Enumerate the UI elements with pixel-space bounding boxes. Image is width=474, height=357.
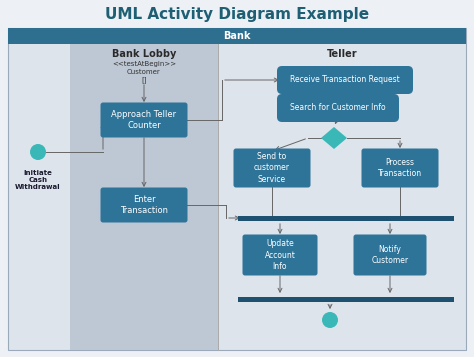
Text: Receive Transaction Request: Receive Transaction Request xyxy=(290,75,400,85)
FancyBboxPatch shape xyxy=(234,149,310,187)
FancyBboxPatch shape xyxy=(362,149,438,187)
Text: <<testAtBegin>>
Customer
[]: <<testAtBegin>> Customer [] xyxy=(112,61,176,83)
Text: Send to
customer
Service: Send to customer Service xyxy=(254,152,290,183)
Text: Teller: Teller xyxy=(327,49,357,59)
FancyBboxPatch shape xyxy=(8,28,466,44)
FancyBboxPatch shape xyxy=(238,297,454,302)
Text: Update
Account
Info: Update Account Info xyxy=(264,240,295,271)
FancyBboxPatch shape xyxy=(243,235,318,276)
Text: Search for Customer Info: Search for Customer Info xyxy=(290,104,386,112)
Text: Bank: Bank xyxy=(223,31,251,41)
Text: Initiate
Cash
Withdrawal: Initiate Cash Withdrawal xyxy=(15,170,61,190)
FancyBboxPatch shape xyxy=(277,66,413,94)
FancyBboxPatch shape xyxy=(277,94,399,122)
Text: Notify
Customer: Notify Customer xyxy=(372,245,409,265)
Text: Approach Teller
Counter: Approach Teller Counter xyxy=(111,110,176,130)
FancyBboxPatch shape xyxy=(238,216,454,221)
FancyBboxPatch shape xyxy=(100,102,188,137)
FancyBboxPatch shape xyxy=(100,187,188,222)
FancyBboxPatch shape xyxy=(8,28,466,350)
Text: UML Activity Diagram Example: UML Activity Diagram Example xyxy=(105,7,369,22)
Polygon shape xyxy=(321,127,347,149)
FancyBboxPatch shape xyxy=(354,235,427,276)
FancyBboxPatch shape xyxy=(70,44,218,350)
Text: Bank Lobby: Bank Lobby xyxy=(112,49,176,59)
Circle shape xyxy=(322,312,338,328)
Text: Process
Transaction: Process Transaction xyxy=(378,158,422,178)
Text: Enter
Transaction: Enter Transaction xyxy=(120,195,168,215)
Circle shape xyxy=(30,144,46,160)
